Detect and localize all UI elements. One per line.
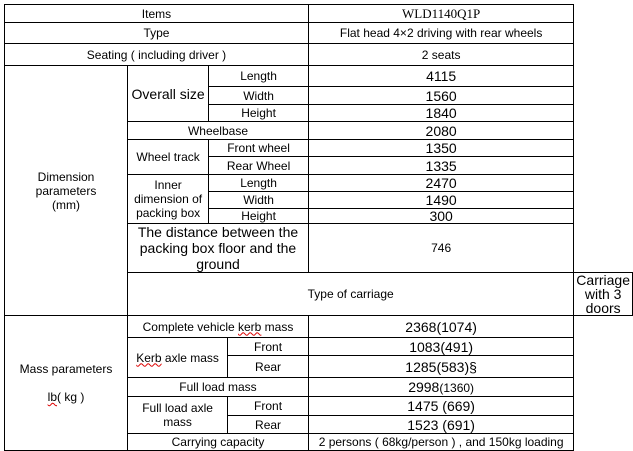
width-label: Width [208,86,309,105]
box-width: 1490 [307,191,575,209]
kerb-word: kerb [238,319,262,334]
wheelbase-label: Wheelbase [127,121,309,140]
dimension-title: Dimension parameters [35,169,97,198]
kerb-rear-value: 1285(583)§ [307,355,575,378]
front-wheel-label: Front wheel [208,139,309,157]
floor-distance-value: 746 [307,223,575,273]
type-label: Type [4,22,309,44]
floor-distance-label: The distance between the packing box flo… [127,223,309,273]
full-load-value: 2998(1360) [307,377,575,397]
kerb-word: Kerb [136,350,162,365]
kerb-axle-label: Kerb axle mass [127,337,229,378]
table-row: Full load axle mass Front 1475 (669) [5,396,633,434]
table-row: Rear Wheel 1335 [5,156,633,175]
inner-box-label: Inner dimension of packing box [127,174,210,224]
type-value: Flat head 4×2 driving with rear wheels [307,22,575,44]
full-load-label: Full load mass [127,377,309,397]
box-length: 2470 [307,174,575,192]
mass-title: Mass parameters [19,362,113,376]
wheel-track-label: Wheel track [127,139,210,175]
rear-track: 1335 [307,156,575,175]
carriage-label: Type of carriage [127,272,575,316]
seating-value: 2 seats [307,43,575,66]
box-height-label: Height [208,208,309,224]
table-row: Height 300 [5,208,633,224]
overall-length: 4115 [307,65,575,87]
box-width-label: Width [208,191,309,209]
kerb-front-label: Front [227,337,309,356]
seating-label: Seating ( including driver ) [4,43,309,66]
kerb-axle-label-post: axle mass [161,350,219,365]
spec-table: Items WLD1140Q1P Type Flat head 4×2 driv… [3,4,633,451]
box-length-label: Length [208,174,309,192]
kerb-rear-label: Rear [227,355,309,378]
carrying-label: Carrying capacity [127,433,309,451]
table-row: Items WLD1140Q1P [4,4,633,23]
full-load-lb: 2998 [408,378,440,395]
table-row: Wheelbase 2080 [5,121,633,140]
kerb-mass-label-pre: Complete vehicle [142,319,238,334]
items-header: Items [4,4,309,23]
full-front-value: 1475 (669) [307,396,575,416]
table-row: Seating ( including driver ) 2 seats [4,43,633,66]
full-load-axle-label: Full load axle mass [127,396,229,434]
height-label: Height [208,104,309,122]
table-row: Dimension parameters (mm) Overall size Le… [3,65,633,316]
full-front-label: Front [227,396,309,416]
full-rear-value: 1523 (691) [307,415,575,434]
carrying-value: 2 persons ( 68kg/person ) , and 150kg lo… [307,433,575,451]
kerb-mass-label: Complete vehicle kerb mass [127,315,309,338]
table-row: The distance between the packing box flo… [5,223,633,273]
box-height: 300 [307,208,575,224]
kerb-front-value: 1083(491) [307,337,575,356]
kerb-mass-label-post: mass [261,319,294,334]
wheelbase-value: 2080 [307,121,575,140]
dimension-unit: (mm) [52,197,80,212]
mass-unit-kg: ( kg ) [57,390,85,404]
table-row: Type of carriage Carriage with 3 doors [5,272,633,316]
full-rear-label: Rear [227,415,309,434]
table-row: Type Flat head 4×2 driving with rear whe… [4,22,633,44]
overall-height: 1840 [307,104,575,122]
mass-label: Mass parameters lb( kg ) [3,315,129,451]
model-header: WLD1140Q1P [307,4,575,23]
dimension-label: Dimension parameters (mm) [3,65,129,316]
mass-unit-lb: lb [47,390,58,404]
overall-size-label: Overall size [127,65,210,122]
overall-width: 1560 [307,86,575,105]
kerb-mass-value: 2368(1074) [307,315,575,338]
front-track: 1350 [307,139,575,157]
carriage-value: Carriage with 3 doors [573,272,633,316]
table-row: Inner dimension of packing box Length 24… [5,174,633,224]
table-row: Mass parameters lb( kg ) Complete vehicle… [3,315,633,451]
length-label: Length [208,65,309,87]
full-load-kg: (1360) [439,380,475,395]
table-row: Rear 1523 (691) [5,415,633,434]
rear-wheel-label: Rear Wheel [208,156,309,175]
